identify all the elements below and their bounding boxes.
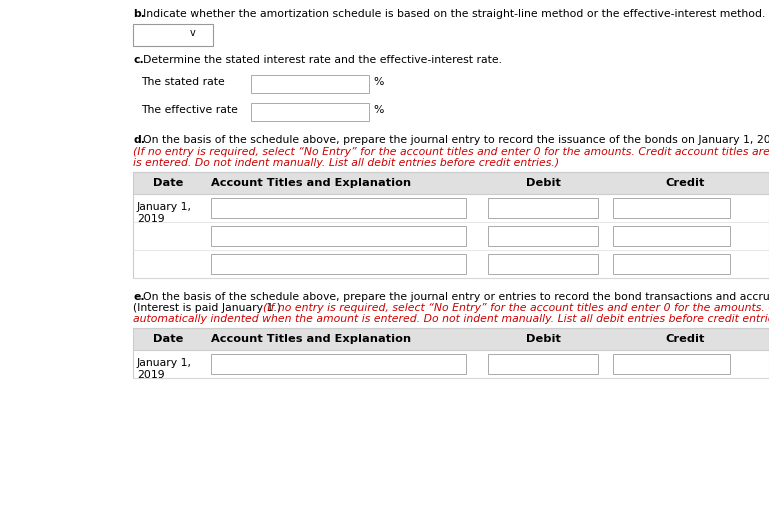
Text: %: %	[373, 77, 384, 87]
Bar	[613, 226, 730, 246]
Text: (If no entry is required, select “No Entry” for the account titles and enter 0 f: (If no entry is required, select “No Ent…	[263, 303, 769, 313]
Bar	[488, 254, 598, 274]
Text: automatically indented when the amount is entered. Do not indent manually. List : automatically indented when the amount i…	[133, 314, 769, 324]
Bar	[133, 328, 769, 378]
Text: Credit: Credit	[665, 334, 704, 344]
Text: Determine the stated interest rate and the effective-interest rate.: Determine the stated interest rate and t…	[143, 55, 502, 65]
Text: Credit: Credit	[665, 178, 704, 188]
Text: The effective rate: The effective rate	[141, 105, 238, 115]
Text: d.: d.	[133, 135, 145, 145]
Text: On the basis of the schedule above, prepare the journal entry or entries to reco: On the basis of the schedule above, prep…	[143, 292, 769, 302]
Bar	[613, 354, 730, 374]
Bar	[133, 172, 769, 278]
Text: Account Titles and Explanation: Account Titles and Explanation	[211, 334, 411, 344]
Bar	[133, 24, 213, 46]
Text: January 1,
2019: January 1, 2019	[137, 202, 192, 224]
Text: Debit: Debit	[525, 334, 561, 344]
Text: Account Titles and Explanation: Account Titles and Explanation	[211, 178, 411, 188]
Text: is entered. Do not indent manually. List all debit entries before credit entries: is entered. Do not indent manually. List…	[133, 158, 559, 168]
Text: Indicate whether the amortization schedule is based on the straight-line method : Indicate whether the amortization schedu…	[143, 9, 765, 19]
Bar	[613, 198, 730, 218]
Bar	[133, 328, 769, 350]
Text: On the basis of the schedule above, prepare the journal entry to record the issu: On the basis of the schedule above, prep…	[143, 135, 769, 145]
Text: b.: b.	[133, 9, 145, 19]
Text: v: v	[190, 28, 196, 38]
Bar	[211, 198, 466, 218]
Text: The stated rate: The stated rate	[141, 77, 225, 87]
Bar	[133, 172, 769, 194]
Text: Date: Date	[153, 334, 183, 344]
Bar	[251, 103, 369, 121]
Text: Date: Date	[153, 178, 183, 188]
Text: (If no entry is required, select “No Entry” for the account titles and enter 0 f: (If no entry is required, select “No Ent…	[133, 147, 769, 157]
Bar	[488, 226, 598, 246]
Text: Debit: Debit	[525, 178, 561, 188]
Text: %: %	[373, 105, 384, 115]
Text: (Interest is paid January 1.): (Interest is paid January 1.)	[133, 303, 281, 313]
Bar	[251, 75, 369, 93]
Bar	[613, 254, 730, 274]
Text: e.: e.	[133, 292, 145, 302]
Text: January 1,
2019: January 1, 2019	[137, 358, 192, 380]
Bar	[211, 354, 466, 374]
Bar	[488, 198, 598, 218]
Bar	[211, 254, 466, 274]
Bar	[488, 354, 598, 374]
Text: c.: c.	[133, 55, 144, 65]
Bar	[211, 226, 466, 246]
